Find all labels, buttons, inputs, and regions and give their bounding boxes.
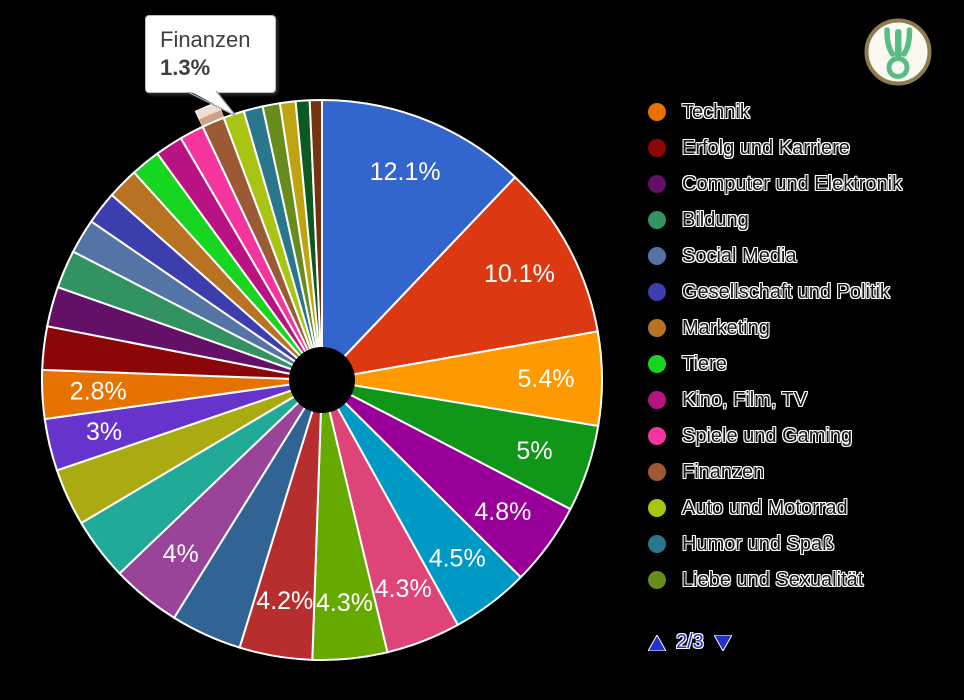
legend-prev-button[interactable]	[647, 633, 667, 651]
legend-item-label: Kino, Film, TV	[682, 388, 808, 411]
legend-swatch-icon	[648, 355, 666, 373]
legend-next-button[interactable]	[712, 634, 733, 652]
pie-slice-31[interactable]	[308, 98, 323, 381]
legend-item-label: Gesellschaft und Politik	[682, 280, 890, 303]
legend-item-label: Liebe und Sexualität	[682, 568, 864, 591]
legend-swatch-icon	[648, 391, 666, 409]
legend-swatch-icon	[648, 427, 666, 445]
legend-item-label: Social Media	[682, 244, 797, 267]
legend-swatch-icon	[648, 139, 666, 157]
tooltip-value: 1.3%	[160, 55, 211, 80]
legend: Technik Erfolg und Karriere Computer und…	[647, 94, 902, 654]
legend-swatch-icon	[648, 571, 666, 589]
legend-swatch-icon	[648, 283, 666, 301]
legend-item[interactable]: Kino, Film, TV	[648, 382, 902, 418]
legend-swatch-icon	[648, 103, 666, 121]
pie-slice-2[interactable]	[319, 175, 599, 382]
legend-item[interactable]: Bildung	[648, 202, 902, 238]
legend-swatch-icon	[648, 175, 666, 193]
pie-slice-1[interactable]	[321, 98, 517, 383]
arrow-down-icon	[712, 634, 733, 652]
legend-item-label: Marketing	[682, 316, 770, 339]
legend-item-label: Bildung	[682, 208, 749, 231]
legend-item-label: Spiele und Gaming	[682, 424, 853, 447]
pie-hole	[289, 347, 355, 413]
legend-item-label: Tiere	[682, 352, 727, 375]
legend-item[interactable]: Gesellschaft und Politik	[648, 274, 902, 310]
legend-item[interactable]: Erfolg und Karriere	[648, 130, 902, 166]
legend-swatch-icon	[648, 211, 666, 229]
legend-item[interactable]: Computer und Elektronik	[648, 166, 902, 202]
legend-item[interactable]: Liebe und Sexualität	[648, 562, 902, 598]
legend-swatch-icon	[648, 319, 666, 337]
legend-item[interactable]: Marketing	[648, 310, 902, 346]
legend-item[interactable]: Technik	[648, 94, 902, 130]
legend-page-indicator: 2/3	[676, 631, 704, 653]
legend-item[interactable]: Auto und Motorrad	[648, 490, 902, 526]
legend-swatch-icon	[648, 463, 666, 481]
legend-swatch-icon	[648, 535, 666, 553]
tooltip: Finanzen 1.3%	[145, 15, 276, 93]
arrow-up-icon	[647, 633, 667, 651]
legend-pagination: 2/3	[647, 631, 902, 654]
legend-item-label: Humor und Spaß	[682, 532, 835, 555]
legend-item-label: Technik	[682, 100, 750, 123]
legend-item-label: Finanzen	[682, 460, 765, 483]
tooltip-title: Finanzen	[160, 27, 251, 52]
legend-item-label: Computer und Elektronik	[682, 172, 903, 195]
legend-swatch-icon	[648, 499, 666, 517]
legend-item[interactable]: Tiere	[648, 346, 902, 382]
legend-swatch-icon	[648, 247, 666, 265]
legend-item[interactable]: Spiele und Gaming	[648, 418, 902, 454]
legend-item[interactable]: Humor und Spaß	[648, 526, 902, 562]
legend-item-label: Erfolg und Karriere	[682, 136, 850, 159]
brand-logo-icon	[864, 18, 932, 86]
legend-item-label: Auto und Motorrad	[682, 496, 848, 519]
legend-item[interactable]: Social Media	[648, 238, 902, 274]
legend-item[interactable]: Finanzen	[648, 454, 902, 490]
